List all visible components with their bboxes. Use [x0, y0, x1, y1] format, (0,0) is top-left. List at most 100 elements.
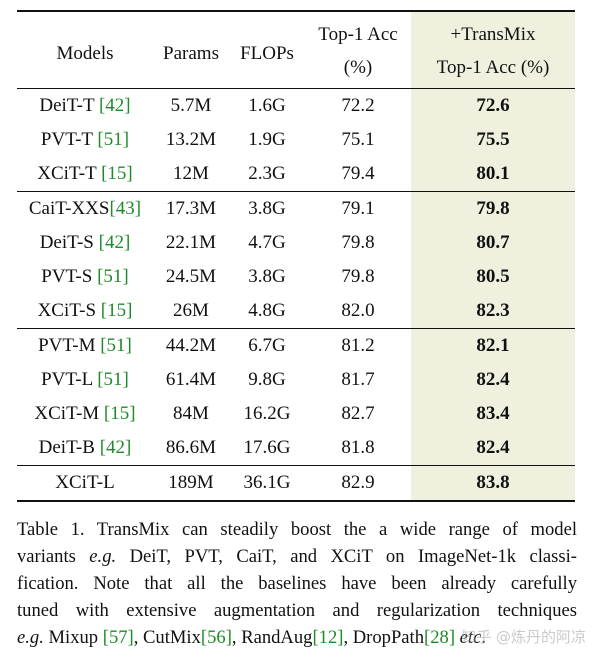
- top1-acc-cell: 72.2: [341, 95, 375, 116]
- top1-acc-cell: 82.9: [341, 472, 375, 493]
- model-name: XCiT-L: [55, 472, 115, 493]
- top1-acc-cell: 79.4: [341, 163, 375, 184]
- model-name: PVT-M: [38, 335, 101, 356]
- results-table-container: Models Params FLOPs Top-1 Acc +TransMix …: [17, 10, 575, 502]
- citation-link[interactable]: [42]: [98, 95, 131, 116]
- table-row: CaiT-XXS[43] 17.3M 3.8G 79.1 79.8: [17, 191, 575, 227]
- citation-link[interactable]: [28]: [424, 627, 456, 648]
- citation-link[interactable]: [42]: [99, 437, 132, 458]
- transmix-acc-cell: 80.1: [411, 157, 575, 192]
- table-row: XCiT-S [15] 26M 4.8G 82.0 82.3: [17, 294, 575, 329]
- header-params: Params: [163, 42, 219, 64]
- citation-link[interactable]: [51]: [100, 335, 132, 356]
- model-name: XCiT-T: [37, 163, 102, 184]
- flops-cell: 4.7G: [248, 232, 286, 253]
- params-cell: 12M: [173, 163, 209, 184]
- flops-cell: 9.8G: [248, 369, 286, 390]
- flops-cell: 4.8G: [248, 300, 286, 321]
- flops-cell: 1.6G: [248, 95, 286, 116]
- citation-link[interactable]: [51]: [97, 129, 130, 150]
- model-name-cell: XCiT-S [15]: [17, 294, 153, 329]
- caption-italic-text: etc: [459, 627, 482, 648]
- model-name: CaiT-XXS: [28, 198, 110, 219]
- transmix-acc-cell: 79.8: [411, 191, 575, 226]
- caption-text: Mixup: [43, 627, 103, 648]
- citation-link[interactable]: [43]: [109, 198, 142, 219]
- transmix-acc-cell: 80.5: [411, 260, 575, 294]
- caption-italic-text: e.g.: [17, 627, 44, 648]
- params-cell: 84M: [173, 403, 209, 424]
- params-cell: 17.3M: [165, 198, 217, 219]
- table-header: Models Params FLOPs Top-1 Acc +TransMix …: [17, 11, 575, 89]
- transmix-acc-cell: 83.4: [411, 397, 575, 431]
- caption-line: fication. Note that all the baselines ha…: [17, 570, 577, 597]
- model-name-cell: PVT-S [51]: [17, 260, 153, 294]
- caption-text: .: [481, 627, 486, 648]
- model-name: PVT-L: [41, 369, 98, 390]
- citation-link[interactable]: [42]: [98, 232, 131, 253]
- model-name: XCiT-M: [34, 403, 104, 424]
- transmix-acc-cell: 83.8: [411, 465, 575, 501]
- params-cell: 189M: [168, 472, 214, 493]
- transmix-acc-cell: 82.1: [411, 328, 575, 363]
- top1-acc-cell: 75.1: [341, 129, 375, 150]
- caption-line: tuned with extensive augmentation and re…: [17, 597, 577, 624]
- params-cell: 22.1M: [165, 232, 217, 253]
- citation-link[interactable]: [15]: [103, 403, 136, 424]
- transmix-acc-cell: 82.3: [411, 294, 575, 329]
- results-table: Models Params FLOPs Top-1 Acc +TransMix …: [17, 10, 575, 502]
- table-row: XCiT-T [15] 12M 2.3G 79.4 80.1: [17, 157, 575, 192]
- transmix-acc-cell: 82.4: [411, 363, 575, 397]
- model-name-cell: PVT-L [51]: [17, 363, 153, 397]
- table-body: DeiT-T [42] 5.7M 1.6G 72.2 72.6 PVT-T [51] 13.…: [17, 88, 575, 501]
- table-row: XCiT-M [15] 84M 16.2G 82.7 83.4: [17, 397, 575, 431]
- model-name-cell: XCiT-M [15]: [17, 397, 153, 431]
- table-row: DeiT-S [42] 22.1M 4.7G 79.8 80.7: [17, 226, 575, 260]
- header-transmix-acc: Top-1 Acc (%): [411, 51, 575, 89]
- header-top1-acc: Top-1 Acc: [318, 24, 398, 45]
- caption-line: Table 1. TransMix can steadily boost the…: [17, 516, 577, 543]
- flops-cell: 17.6G: [243, 437, 291, 458]
- flops-cell: 16.2G: [243, 403, 291, 424]
- caption-text: variants: [17, 546, 90, 567]
- header-flops: FLOPs: [240, 42, 294, 64]
- citation-link[interactable]: [57]: [102, 627, 134, 648]
- header-models: Models: [56, 42, 114, 64]
- citation-link[interactable]: [51]: [97, 266, 129, 287]
- caption-text: tuned with extensive augmentation and re…: [17, 600, 577, 621]
- flops-cell: 6.7G: [248, 335, 286, 356]
- model-name: DeiT-T: [39, 95, 99, 116]
- top1-acc-cell: 79.8: [341, 266, 375, 287]
- citation-link[interactable]: [51]: [97, 369, 129, 390]
- table-row: PVT-T [51] 13.2M 1.9G 75.1 75.5: [17, 123, 575, 157]
- model-name: DeiT-S: [39, 232, 99, 253]
- params-cell: 13.2M: [165, 129, 217, 150]
- model-name-cell: CaiT-XXS[43]: [17, 192, 153, 227]
- caption-text: , CutMix: [133, 627, 201, 648]
- caption-text: Table 1. TransMix can steadily boost the…: [17, 519, 577, 540]
- params-cell: 24.5M: [165, 266, 217, 287]
- citation-link[interactable]: [15]: [100, 300, 133, 321]
- citation-link[interactable]: [12]: [312, 627, 344, 648]
- table-row: DeiT-B [42] 86.6M 17.6G 81.8 82.4: [17, 431, 575, 466]
- top1-acc-cell: 82.7: [341, 403, 375, 424]
- table-row: PVT-M [51] 44.2M 6.7G 81.2 82.1: [17, 328, 575, 363]
- params-cell: 26M: [173, 300, 209, 321]
- flops-cell: 3.8G: [248, 266, 286, 287]
- header-transmix: +TransMix: [411, 11, 575, 51]
- top1-acc-cell: 81.8: [341, 437, 375, 458]
- caption-text: , DropPath: [343, 627, 425, 648]
- citation-link[interactable]: [15]: [101, 163, 133, 184]
- model-name-cell: PVT-T [51]: [17, 123, 153, 157]
- header-top1-acc-unit: (%): [343, 57, 373, 78]
- top1-acc-cell: 81.7: [341, 369, 375, 390]
- table-caption: Table 1. TransMix can steadily boost the…: [17, 516, 577, 651]
- table-row: PVT-L [51] 61.4M 9.8G 81.7 82.4: [17, 363, 575, 397]
- citation-link[interactable]: [56]: [200, 627, 232, 648]
- watermark: 知乎 @炼丹的阿凉: [461, 628, 586, 646]
- model-name: XCiT-S: [37, 300, 101, 321]
- model-name: PVT-T: [40, 129, 98, 150]
- caption-line: e.g. Mixup [57], CutMix[56], RandAug[12]…: [17, 624, 577, 651]
- table-row: PVT-S [51] 24.5M 3.8G 79.8 80.5: [17, 260, 575, 294]
- caption-italic-text: e.g.: [89, 546, 117, 567]
